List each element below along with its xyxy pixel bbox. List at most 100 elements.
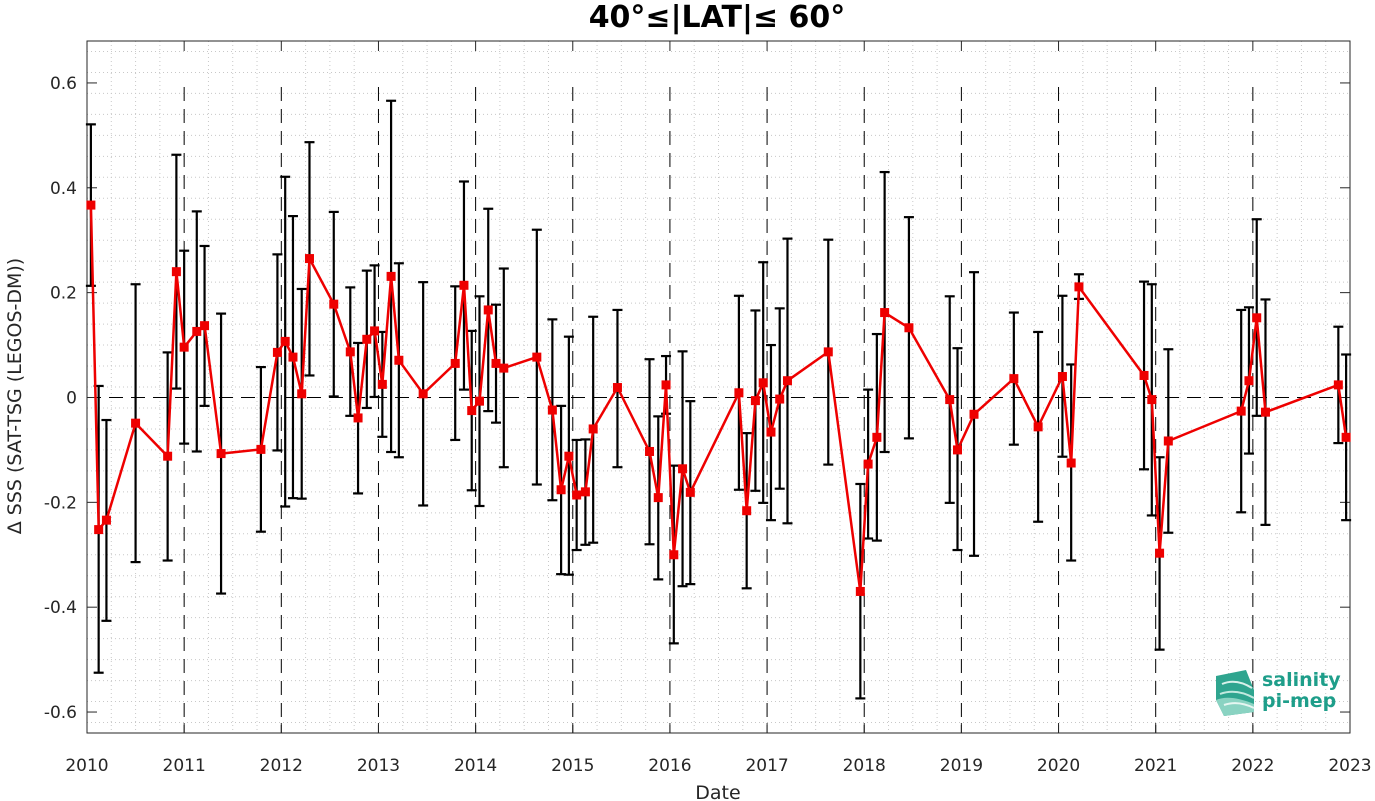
data-point-marker — [669, 550, 679, 560]
y-tick-label: -0.4 — [44, 598, 77, 618]
data-point-marker — [1163, 436, 1173, 446]
data-point-marker — [280, 336, 290, 346]
data-point-marker — [297, 389, 307, 399]
x-tick-label: 2018 — [843, 756, 886, 776]
data-point-marker — [556, 485, 566, 495]
data-point-marker — [580, 487, 590, 497]
wave-cube-icon — [1216, 670, 1255, 716]
data-point-marker — [823, 347, 833, 357]
data-point-marker — [969, 409, 979, 419]
x-axis-label: Date — [695, 782, 740, 801]
y-tick-label: 0.2 — [50, 284, 77, 304]
x-tick-label: 2014 — [454, 756, 497, 776]
data-point-marker — [216, 449, 226, 459]
data-point-marker — [750, 396, 760, 406]
data-point-marker — [459, 280, 469, 290]
data-point-marker — [179, 342, 189, 352]
plot-box — [86, 40, 1351, 734]
x-tick-label: 2021 — [1134, 756, 1177, 776]
data-point-marker — [1341, 432, 1351, 442]
data-point-marker — [775, 394, 785, 404]
year-dividers — [183, 87, 1254, 733]
data-point-marker — [1155, 548, 1165, 558]
data-point-marker — [483, 305, 493, 315]
data-point-marker — [1033, 422, 1043, 432]
y-axis-label: Δ SSS (SAT-TSG (LEGOS-DM)) — [4, 258, 26, 534]
data-point-marker — [855, 586, 865, 596]
y-tick-labels: -0.6 -0.4 -0.2 0 0.2 0.4 0.6 — [44, 74, 77, 723]
data-point-marker — [532, 352, 542, 362]
data-point-marker — [952, 445, 962, 455]
data-point-marker — [370, 326, 380, 336]
data-point-marker — [131, 418, 141, 428]
y-tick-label: 0.6 — [50, 74, 77, 94]
data-point-marker — [1252, 313, 1262, 323]
data-point-marker — [499, 363, 509, 373]
data-point-marker — [612, 383, 622, 393]
data-point-marker — [491, 358, 501, 368]
x-tick-label: 2020 — [1037, 756, 1080, 776]
data-point-marker — [101, 515, 111, 525]
data-point-marker — [1236, 406, 1246, 416]
data-point-marker — [1066, 458, 1076, 468]
data-point-marker — [782, 376, 792, 386]
x-tick-label: 2023 — [1328, 756, 1371, 776]
chart-title: 40°≤|LAT|≤ 60° — [589, 0, 846, 35]
data-point-marker — [1260, 407, 1270, 417]
logo: salinity pi-mep — [1216, 669, 1341, 716]
data-point-marker — [678, 464, 688, 474]
data-point-marker — [272, 347, 282, 357]
data-point-marker — [1057, 372, 1067, 382]
plot-frame — [86, 40, 1351, 734]
data-point-marker — [904, 323, 914, 333]
x-tick-label: 2016 — [648, 756, 691, 776]
y-tick-label: 0 — [66, 388, 77, 408]
data-point-marker — [734, 388, 744, 398]
data-point-marker — [200, 321, 210, 331]
data-point-marker — [345, 347, 355, 357]
data-point-marker — [1074, 282, 1084, 292]
series-markers — [86, 200, 1351, 596]
data-point-marker — [94, 525, 104, 535]
data-point-marker — [304, 254, 314, 264]
y-tick-label: -0.6 — [44, 703, 77, 723]
data-point-marker — [547, 405, 557, 415]
x-tick-label: 2013 — [357, 756, 400, 776]
data-point-marker — [475, 396, 485, 406]
logo-text-salinity: salinity — [1262, 669, 1341, 691]
data-point-marker — [288, 352, 298, 362]
data-point-marker — [645, 446, 655, 456]
y-tick-label: 0.4 — [50, 179, 77, 199]
data-point-marker — [1009, 374, 1019, 384]
data-point-marker — [661, 380, 671, 390]
x-tick-labels: 2010 2011 2012 2013 2014 2015 2016 2017 2018 2019… — [65, 756, 1371, 776]
x-tick-label: 2011 — [163, 756, 206, 776]
data-point-marker — [1147, 395, 1157, 405]
data-point-marker — [256, 444, 266, 454]
data-point-marker — [880, 308, 890, 318]
x-tick-label: 2010 — [65, 756, 108, 776]
data-point-marker — [377, 379, 387, 389]
data-point-marker — [394, 355, 404, 365]
x-tick-label: 2019 — [940, 756, 983, 776]
data-point-marker — [588, 424, 598, 434]
x-tick-label: 2012 — [260, 756, 303, 776]
data-point-marker — [386, 271, 396, 281]
data-point-marker — [945, 395, 955, 405]
data-point-marker — [329, 299, 339, 309]
data-point-marker — [418, 389, 428, 399]
x-tick-label: 2017 — [745, 756, 788, 776]
data-point-marker — [653, 493, 663, 503]
data-point-marker — [1244, 376, 1254, 386]
data-point-marker — [192, 326, 202, 336]
data-point-marker — [467, 406, 477, 416]
data-point-marker — [362, 334, 372, 344]
data-point-marker — [353, 413, 363, 423]
logo-text-pi-mep: pi-mep — [1262, 690, 1336, 712]
data-point-marker — [572, 490, 582, 500]
data-point-marker — [758, 378, 768, 388]
data-point-marker — [766, 427, 776, 437]
grid — [87, 41, 1350, 733]
error-bars — [85, 99, 1352, 700]
